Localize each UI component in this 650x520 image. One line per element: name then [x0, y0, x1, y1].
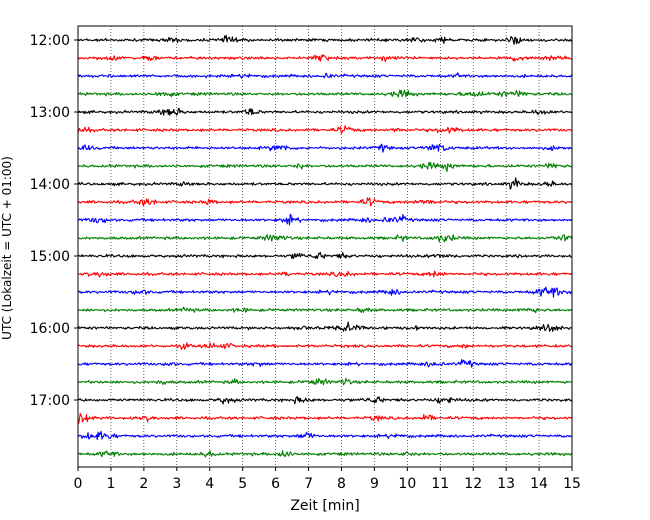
x-tick-label: 12	[464, 476, 482, 492]
seismogram-trace	[77, 321, 573, 332]
x-tick-label: 0	[74, 476, 83, 492]
plot-frame	[77, 25, 573, 468]
seismogram-trace	[77, 197, 573, 207]
x-tick-label: 9	[370, 476, 379, 492]
traces-layer	[77, 34, 573, 458]
x-tick-label: 8	[337, 476, 346, 492]
x-axis: 0 1 2 3 4 5 6 7 8 9 10 11 12 13 14 15	[74, 467, 581, 492]
y-tick-label: 16:00	[30, 321, 70, 337]
x-tick-label: 4	[205, 476, 214, 492]
y-tick-label: 15:00	[30, 249, 70, 265]
y-axis: 12:00 13:00 14:00 15:00 16:00 17:00	[30, 33, 78, 409]
seismogram-trace	[77, 161, 573, 173]
seismogram-trace	[77, 234, 573, 243]
x-tick-label: 3	[172, 476, 181, 492]
seismogram-trace	[77, 54, 573, 63]
y-tick-label: 12:00	[30, 33, 70, 49]
y-axis-label: UTC (Lokalzeit = UTC + 01:00)	[0, 156, 14, 340]
x-tick-label: 5	[238, 476, 247, 492]
seismogram-trace	[77, 143, 573, 153]
x-tick-label: 13	[497, 476, 515, 492]
seismogram-trace	[77, 251, 573, 260]
seismogram-trace	[77, 377, 573, 386]
seismogram-trace	[77, 270, 573, 278]
y-tick-label: 17:00	[30, 393, 70, 409]
seismogram-trace	[77, 342, 573, 350]
x-tick-label: 6	[271, 476, 280, 492]
seismogram-trace	[77, 107, 573, 116]
y-tick-label: 14:00	[30, 177, 70, 193]
x-tick-label: 10	[398, 476, 416, 492]
x-axis-label: Zeit [min]	[290, 498, 359, 514]
seismogram-trace	[77, 359, 573, 368]
seismogram-trace	[77, 34, 573, 45]
seismogram-trace	[77, 413, 573, 424]
seismogram-trace	[77, 89, 573, 98]
seismogram-trace	[77, 177, 573, 190]
y-tick-label: 13:00	[30, 105, 70, 121]
x-tick-label: 15	[563, 476, 581, 492]
x-tick-label: 14	[530, 476, 548, 492]
seismogram-trace	[77, 286, 573, 298]
x-tick-label: 11	[431, 476, 449, 492]
seismogram-trace	[77, 430, 573, 441]
x-tick-label: 7	[304, 476, 313, 492]
x-tick-label: 1	[106, 476, 115, 492]
seismogram-trace	[77, 72, 573, 79]
seismogram-trace	[77, 396, 573, 405]
seismogram-trace	[77, 306, 573, 314]
seismogram-trace	[77, 213, 573, 226]
x-tick-label: 2	[139, 476, 148, 492]
seismogram-trace	[77, 125, 573, 134]
seismogram-trace	[77, 450, 573, 458]
